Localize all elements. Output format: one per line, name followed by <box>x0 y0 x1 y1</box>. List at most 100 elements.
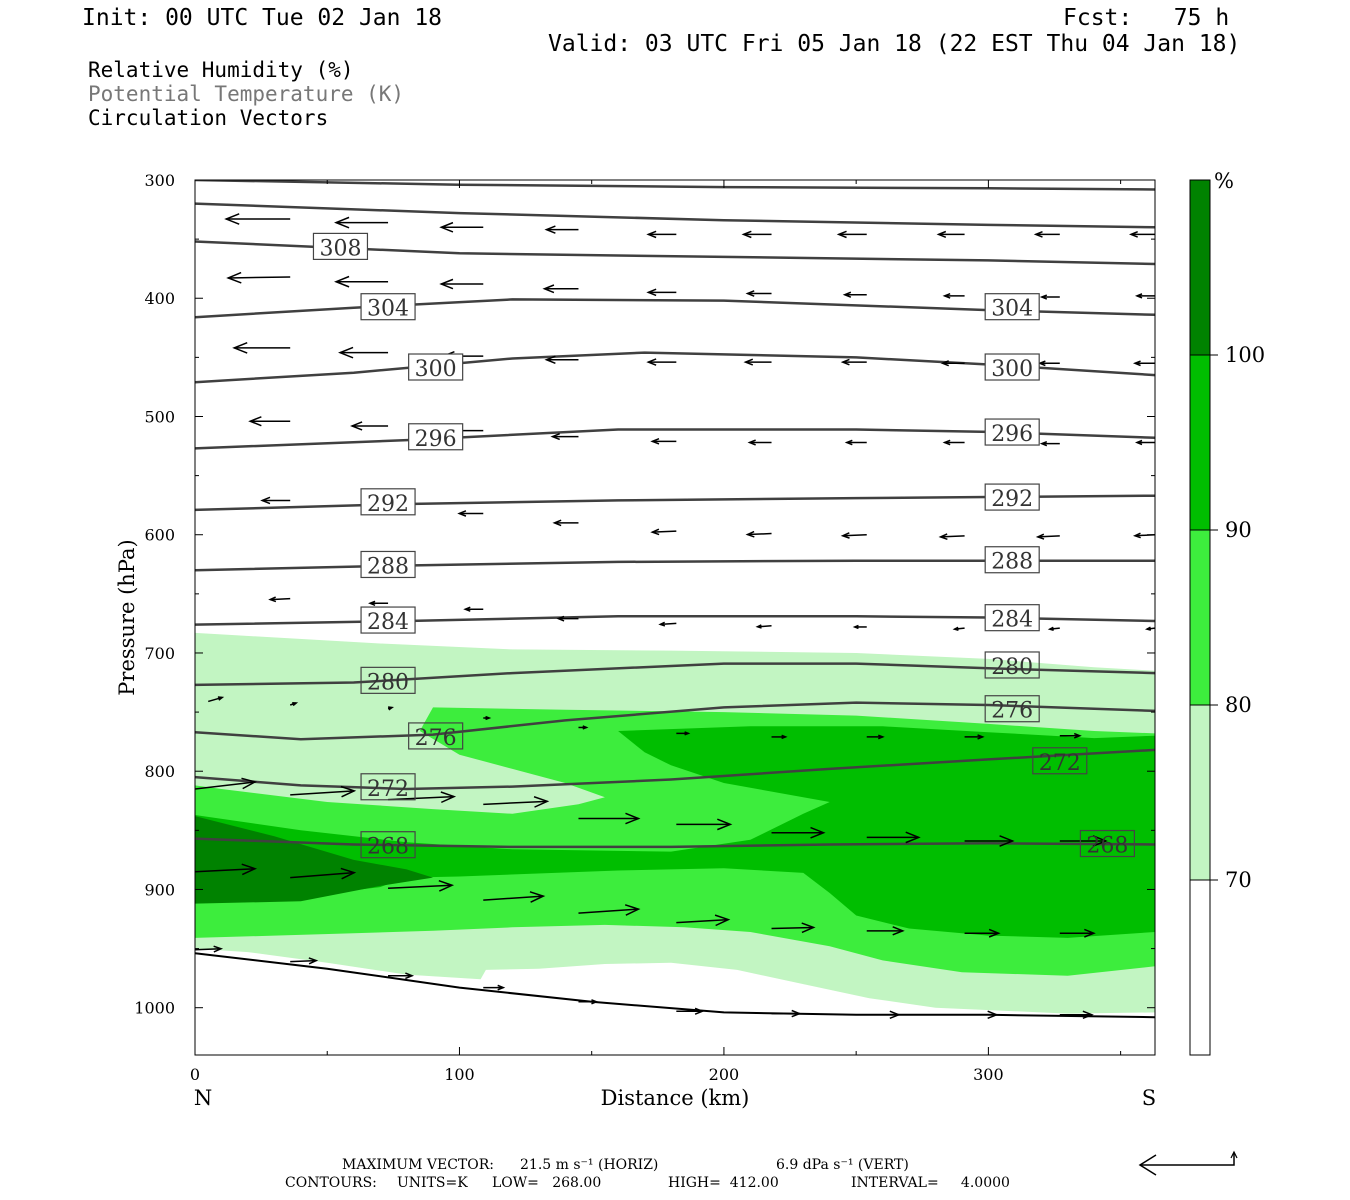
wind-vector-head <box>387 706 395 711</box>
wind-vector-head <box>942 292 951 299</box>
contour-label: 308 <box>319 236 361 261</box>
wind-vector <box>334 275 389 288</box>
wind-vector-head <box>745 290 755 297</box>
wind-vector-shaft <box>842 533 867 537</box>
wind-vector <box>840 532 867 539</box>
wind-vector-head <box>338 346 354 359</box>
wind-vector-head <box>852 624 859 630</box>
wind-vector <box>1059 732 1082 739</box>
wind-vector <box>550 432 579 441</box>
x-tick-label: 300 <box>973 1065 1004 1084</box>
wind-vector-head <box>497 984 506 991</box>
x-axis-label: Distance (km) <box>601 1086 750 1110</box>
wind-vector <box>1039 294 1060 300</box>
wind-vector <box>483 796 550 808</box>
wind-vector-head <box>1082 1010 1094 1020</box>
wind-vector-head <box>836 230 847 239</box>
x-tick-label: 200 <box>709 1065 740 1084</box>
y-tick-label: 400 <box>144 289 175 308</box>
contour-label-box <box>984 651 1040 679</box>
contour-label-box <box>984 483 1040 511</box>
wind-vector-head <box>791 1009 802 1018</box>
wind-vector-head <box>987 1010 999 1020</box>
wind-vector <box>964 835 1015 847</box>
y-tick-label: 800 <box>144 762 175 781</box>
wind-vector <box>1144 626 1155 631</box>
wind-vector-head <box>942 439 951 446</box>
contour-label-box <box>1079 829 1135 858</box>
contour-label: 292 <box>991 487 1033 512</box>
contour-label-box <box>360 666 416 694</box>
wind-vector-head <box>650 528 660 536</box>
theta-contour-288 <box>195 559 1155 572</box>
wind-vector-head <box>529 891 546 903</box>
wind-vector-head <box>988 928 1001 938</box>
wind-vector-head <box>268 596 277 603</box>
wind-vector <box>646 358 677 366</box>
wind-vector <box>771 734 788 740</box>
cross-section-chart: 308 304 304 300 300 296 296 292 292 288 288 284 284 2… <box>115 169 1265 1110</box>
contour-label: 304 <box>991 297 1033 322</box>
wind-vector <box>741 230 772 239</box>
wind-vector-head <box>892 926 905 936</box>
wind-vector-head <box>308 957 319 965</box>
wind-vector-head <box>745 530 755 538</box>
wind-vector-head <box>1035 533 1045 540</box>
wind-vector-head <box>544 225 556 234</box>
wind-vector-shaft <box>660 622 677 626</box>
wind-vector <box>388 879 455 892</box>
contour-label-box <box>984 604 1040 632</box>
wind-vector <box>936 230 965 238</box>
contour-label: 300 <box>415 357 457 382</box>
wind-vector-head <box>936 230 947 238</box>
wind-vector-shaft <box>290 959 317 963</box>
wind-vector <box>439 221 484 233</box>
wind-vector-head <box>1037 360 1046 367</box>
wind-vector-shaft <box>195 867 256 873</box>
contour-units: UNITS=K <box>397 1175 468 1191</box>
wind-vector <box>646 230 677 239</box>
legend-circulation-vectors: Circulation Vectors <box>88 106 329 130</box>
wind-vector-head <box>556 615 565 622</box>
wind-vector-shaft <box>578 908 639 914</box>
contour-low: LOW= 268.00 <box>492 1175 602 1191</box>
wind-vector-shaft <box>652 530 677 533</box>
wind-vector <box>260 496 291 505</box>
rh-fill-100 <box>195 816 433 904</box>
wind-vector <box>457 510 484 517</box>
wind-vector-head <box>781 734 788 740</box>
wind-vector <box>388 791 457 804</box>
wind-vector-head <box>463 606 471 612</box>
wind-vector <box>1134 439 1155 446</box>
wind-vector-head <box>542 284 555 294</box>
contour-label: 304 <box>367 297 409 322</box>
wind-vector-head <box>977 734 985 740</box>
contour-label: 288 <box>991 550 1033 575</box>
wind-vector-head <box>1132 360 1141 367</box>
wind-vector <box>544 355 579 364</box>
wind-vector-head <box>457 510 467 517</box>
wind-vector-head <box>999 835 1015 847</box>
wind-vector <box>290 867 357 880</box>
wind-vector-head <box>552 519 562 527</box>
contour-label-box <box>408 353 464 381</box>
wind-vector <box>840 358 867 366</box>
wind-vector <box>1033 231 1060 238</box>
wind-vector-head <box>350 421 363 431</box>
theta-contour-280 <box>195 662 1155 687</box>
wind-vector-head <box>1134 293 1143 299</box>
plot-frame <box>194 179 1156 1056</box>
wind-vector-head <box>226 271 242 284</box>
contour-label-box <box>360 606 416 634</box>
contour-label-box <box>1032 747 1088 775</box>
wind-vector <box>866 1010 901 1020</box>
wind-vector-head <box>292 702 299 707</box>
wind-vector-head <box>940 360 949 367</box>
wind-vector-shaft <box>195 781 256 790</box>
wind-vector-head <box>625 812 641 825</box>
wind-vector-head <box>1039 440 1048 447</box>
wind-vector-head <box>694 1007 705 1015</box>
wind-vector-head <box>684 731 691 736</box>
wind-vector-head <box>440 791 457 804</box>
